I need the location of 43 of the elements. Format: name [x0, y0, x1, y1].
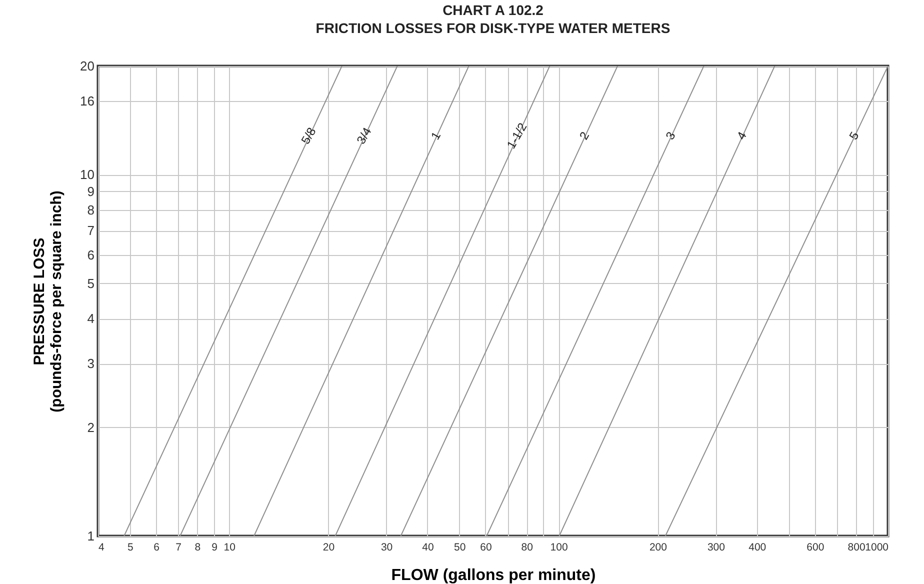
x-tick-label: 30 — [380, 542, 393, 554]
y-tick-label: 8 — [87, 202, 94, 218]
y-tick-label: 1 — [87, 528, 94, 544]
x-tick-label: 200 — [649, 542, 668, 554]
x-tick-label: 100 — [550, 542, 568, 554]
text: 3/4 — [354, 124, 374, 146]
x-tick-label: 9 — [212, 542, 218, 554]
x-tick-label: 8 — [194, 542, 201, 554]
y-tick-label: 6 — [87, 247, 94, 262]
x-tick-label: 6 — [154, 542, 160, 554]
x-axis-title: FLOW (gallons per minute) — [391, 567, 596, 584]
text: 1 — [428, 129, 444, 142]
x-tick-label: 400 — [748, 542, 766, 554]
y-tick-label: 7 — [87, 223, 94, 238]
x-tick-label: 1000 — [865, 542, 889, 554]
x-tick-label: 60 — [480, 542, 492, 554]
x-tick-label: 20 — [322, 542, 335, 554]
y-tick-label: 20 — [80, 58, 94, 74]
y-axis-title: PRESSURE LOSS (pounds-force per square inch) — [31, 190, 66, 412]
text: 5 — [846, 129, 862, 142]
x-tick-label: 600 — [806, 542, 824, 554]
x-tick-label: 300 — [707, 542, 726, 554]
x-tick-label: 50 — [454, 542, 466, 554]
y-tick-label: 16 — [80, 94, 94, 109]
x-tick-label: 4 — [98, 542, 104, 554]
chart-title: CHART A 102.2 — [442, 2, 544, 18]
y-tick-label: 2 — [87, 420, 94, 435]
y-tick-label: 9 — [87, 184, 94, 199]
y-tick-label: 3 — [87, 356, 94, 372]
x-tick-label: 800 — [848, 542, 866, 554]
y-tick-label: 10 — [80, 167, 94, 182]
x-tick-label: 7 — [176, 542, 182, 554]
x-tick-label: 10 — [224, 542, 236, 554]
text: 5/8 — [298, 124, 319, 146]
text: 4 — [734, 129, 750, 142]
y-tick-label: 4 — [87, 311, 94, 326]
chart-subtitle: FRICTION LOSSES FOR DISK-TYPE WATER METERS — [316, 20, 670, 36]
y-tick-label: 5 — [87, 276, 94, 291]
x-tick-label: 5 — [128, 542, 134, 554]
x-tick-label: 40 — [422, 542, 434, 554]
x-tick-label: 80 — [521, 542, 534, 554]
text: 3 — [662, 129, 678, 142]
text: 2 — [576, 129, 592, 142]
